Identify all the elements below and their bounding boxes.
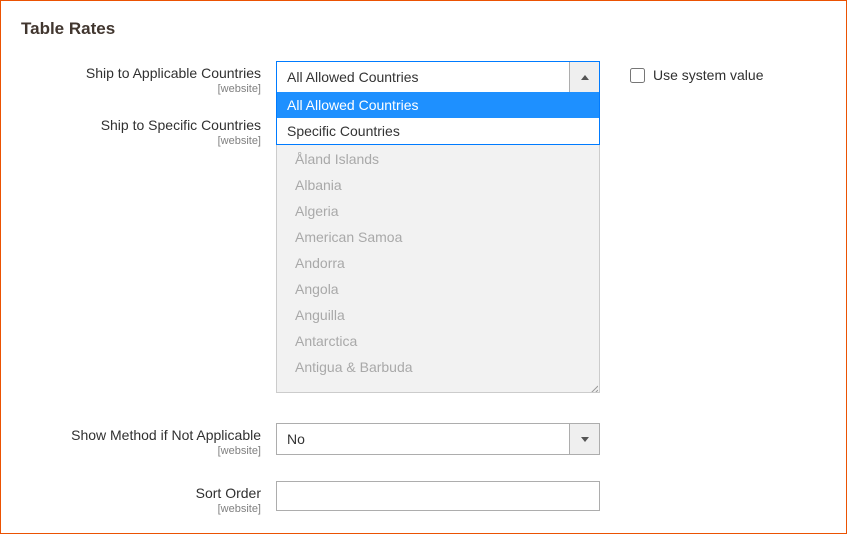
field-control: No — [276, 423, 600, 455]
multiselect-item[interactable]: Angola — [277, 276, 599, 302]
resize-handle-icon[interactable] — [588, 381, 598, 391]
dropdown-option-all-allowed[interactable]: All Allowed Countries — [277, 92, 599, 118]
field-scope: [website] — [21, 83, 261, 95]
field-label: Ship to Specific Countries — [101, 117, 261, 133]
field-label-wrap: Ship to Specific Countries [website] — [21, 113, 276, 147]
show-method-select[interactable]: No — [276, 423, 600, 455]
applicable-countries-dropdown: All Allowed Countries Specific Countries — [276, 92, 600, 145]
multiselect-item[interactable]: Algeria — [277, 198, 599, 224]
field-label: Sort Order — [196, 485, 261, 501]
multiselect-item[interactable]: Anguilla — [277, 302, 599, 328]
field-applicable-countries: Ship to Applicable Countries [website] A… — [21, 61, 826, 95]
field-label-wrap: Sort Order [website] — [21, 481, 276, 515]
field-show-method: Show Method if Not Applicable [website] … — [21, 423, 826, 457]
applicable-countries-select[interactable]: All Allowed Countries — [276, 61, 600, 93]
field-label: Ship to Applicable Countries — [86, 65, 261, 81]
use-system-value-checkbox-wrap[interactable]: Use system value — [630, 67, 763, 83]
field-label-wrap: Ship to Applicable Countries [website] — [21, 61, 276, 95]
scrollbar[interactable] — [587, 116, 597, 380]
field-control — [276, 481, 600, 511]
multiselect-item[interactable]: American Samoa — [277, 224, 599, 250]
select-value: All Allowed Countries — [277, 62, 569, 92]
use-system-value-checkbox[interactable] — [630, 68, 645, 83]
field-label-wrap: Show Method if Not Applicable [website] — [21, 423, 276, 457]
field-scope: [website] — [21, 503, 261, 515]
field-specific-countries: Ship to Specific Countries [website] Afg… — [21, 113, 826, 393]
select-value: No — [277, 424, 569, 454]
multiselect-item[interactable]: Åland Islands — [277, 146, 599, 172]
field-label: Show Method if Not Applicable — [71, 427, 261, 443]
field-control: AfghanistanÅland IslandsAlbaniaAlgeriaAm… — [276, 113, 600, 393]
chevron-up-icon[interactable] — [569, 62, 599, 92]
panel-title: Table Rates — [21, 19, 826, 39]
use-system-value-label: Use system value — [653, 67, 763, 83]
field-control: All Allowed Countries All Allowed Countr… — [276, 61, 600, 93]
field-scope: [website] — [21, 135, 261, 147]
field-scope: [website] — [21, 445, 261, 457]
specific-countries-multiselect[interactable]: AfghanistanÅland IslandsAlbaniaAlgeriaAm… — [276, 113, 600, 393]
multiselect-item[interactable]: Antigua & Barbuda — [277, 354, 599, 380]
sort-order-input[interactable] — [276, 481, 600, 511]
table-rates-panel: Table Rates Ship to Applicable Countries… — [0, 0, 847, 534]
multiselect-item[interactable]: Albania — [277, 172, 599, 198]
multiselect-item[interactable]: Antarctica — [277, 328, 599, 354]
field-extra: Use system value — [600, 61, 763, 83]
chevron-down-icon[interactable] — [569, 424, 599, 454]
dropdown-option-specific[interactable]: Specific Countries — [277, 118, 599, 144]
field-sort-order: Sort Order [website] — [21, 481, 826, 515]
multiselect-item[interactable]: Andorra — [277, 250, 599, 276]
